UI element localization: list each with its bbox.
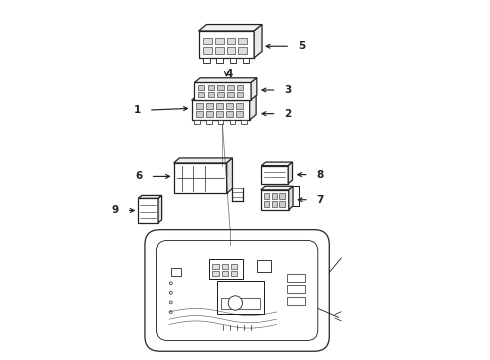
- Text: 6: 6: [136, 171, 143, 181]
- Bar: [257, 260, 271, 272]
- Polygon shape: [198, 24, 262, 31]
- Bar: [212, 271, 219, 276]
- Text: 1: 1: [134, 105, 141, 115]
- FancyBboxPatch shape: [261, 166, 288, 184]
- Text: 2: 2: [285, 109, 292, 119]
- Bar: [208, 85, 214, 90]
- Text: 4: 4: [225, 69, 233, 79]
- Bar: [216, 103, 223, 109]
- Bar: [279, 193, 285, 199]
- Bar: [237, 92, 243, 97]
- FancyBboxPatch shape: [145, 230, 329, 351]
- Bar: [203, 58, 210, 63]
- Bar: [198, 92, 204, 97]
- Text: 5: 5: [298, 41, 305, 51]
- Polygon shape: [254, 24, 262, 58]
- Polygon shape: [250, 95, 256, 120]
- Bar: [231, 271, 237, 276]
- Bar: [203, 47, 212, 54]
- Circle shape: [170, 282, 172, 285]
- Polygon shape: [261, 162, 293, 166]
- Bar: [279, 201, 285, 207]
- Bar: [264, 193, 270, 199]
- Bar: [215, 38, 223, 44]
- Text: 3: 3: [285, 85, 292, 95]
- Text: 7: 7: [317, 195, 324, 205]
- Bar: [218, 282, 264, 314]
- Circle shape: [170, 311, 172, 314]
- Polygon shape: [289, 186, 293, 210]
- Bar: [238, 38, 247, 44]
- Bar: [196, 111, 203, 117]
- Circle shape: [170, 301, 172, 304]
- Circle shape: [228, 296, 243, 310]
- Bar: [216, 111, 223, 117]
- Polygon shape: [251, 78, 257, 100]
- Bar: [215, 47, 223, 54]
- Circle shape: [170, 291, 172, 294]
- Bar: [226, 47, 236, 54]
- Polygon shape: [138, 195, 162, 198]
- FancyBboxPatch shape: [198, 31, 254, 58]
- Bar: [218, 120, 223, 124]
- Bar: [287, 297, 304, 305]
- Bar: [209, 259, 244, 279]
- Bar: [173, 163, 227, 193]
- Bar: [227, 85, 234, 90]
- FancyBboxPatch shape: [192, 100, 250, 120]
- Bar: [242, 120, 247, 124]
- Bar: [208, 92, 214, 97]
- Bar: [212, 264, 219, 269]
- Bar: [221, 264, 228, 269]
- Bar: [206, 103, 213, 109]
- FancyBboxPatch shape: [195, 82, 251, 100]
- Bar: [231, 264, 237, 269]
- Polygon shape: [288, 162, 293, 184]
- FancyBboxPatch shape: [138, 198, 158, 223]
- Bar: [261, 190, 289, 210]
- Bar: [218, 85, 224, 90]
- Polygon shape: [195, 78, 257, 82]
- Text: 8: 8: [317, 170, 324, 180]
- Bar: [271, 201, 277, 207]
- Bar: [198, 85, 204, 90]
- Bar: [264, 201, 270, 207]
- Bar: [217, 58, 223, 63]
- Bar: [243, 58, 249, 63]
- Bar: [287, 274, 304, 282]
- Text: 9: 9: [112, 206, 119, 216]
- Bar: [230, 120, 235, 124]
- Polygon shape: [158, 195, 162, 223]
- Bar: [221, 298, 260, 310]
- Bar: [236, 103, 243, 109]
- Bar: [206, 111, 213, 117]
- Bar: [230, 58, 236, 63]
- Bar: [196, 103, 203, 109]
- Polygon shape: [261, 186, 293, 190]
- Bar: [227, 92, 234, 97]
- Bar: [171, 268, 181, 276]
- Bar: [236, 111, 243, 117]
- Bar: [271, 193, 277, 199]
- Bar: [218, 92, 224, 97]
- Polygon shape: [227, 158, 232, 193]
- Bar: [237, 85, 243, 90]
- Bar: [206, 120, 212, 124]
- Bar: [226, 111, 233, 117]
- Polygon shape: [192, 95, 256, 100]
- Bar: [287, 285, 304, 293]
- Polygon shape: [173, 158, 232, 163]
- Bar: [194, 120, 200, 124]
- Bar: [238, 47, 247, 54]
- Bar: [221, 271, 228, 276]
- Bar: [226, 38, 236, 44]
- Bar: [203, 38, 212, 44]
- Bar: [226, 103, 233, 109]
